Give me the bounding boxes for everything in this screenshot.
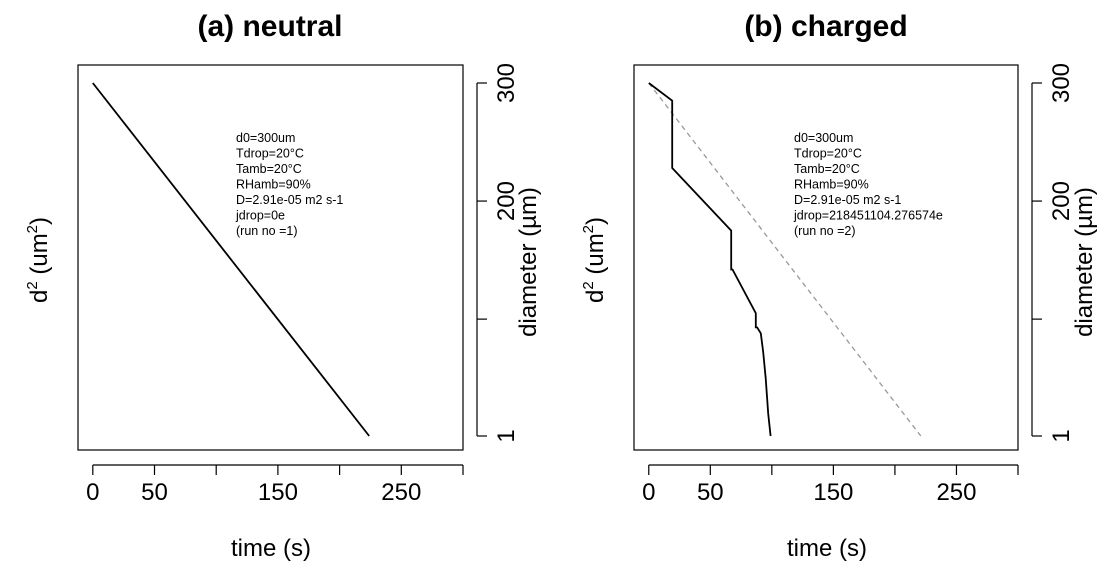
y-tick-label-right: 300 xyxy=(493,63,520,103)
annotation-line: Tamb=20°C xyxy=(236,162,302,176)
annotation-line: RHamb=90% xyxy=(794,178,869,192)
x-tick-label: 250 xyxy=(381,479,421,506)
y-tick-label-right: 200 xyxy=(493,181,520,221)
x-tick-label: 0 xyxy=(86,479,99,506)
annotation-line: jdrop=218451104.276574e xyxy=(793,209,943,223)
annotation-line: Tdrop=20°C xyxy=(236,147,304,161)
y-axis-label-right: diameter (µm) xyxy=(515,187,542,337)
x-tick-label: 150 xyxy=(258,479,298,506)
panel-charged: (b) charged time (s) d2 (um2) diameter (… xyxy=(580,10,1098,562)
annotation-line: Tamb=20°C xyxy=(794,162,860,176)
x-tick-label: 150 xyxy=(813,479,853,506)
plot-frame xyxy=(77,64,464,451)
series-line-0 xyxy=(92,82,370,437)
y-axis-label-left: d2 (um2) xyxy=(24,217,53,303)
chart-title: (a) neutral xyxy=(197,10,342,43)
annotation-line: jdrop=0e xyxy=(235,209,285,223)
x-axis-label: time (s) xyxy=(231,535,311,562)
annotation-line: D=2.91e-05 m2 s-1 xyxy=(794,193,901,207)
y-tick-label-right: 1 xyxy=(493,429,520,442)
chart-title: (b) charged xyxy=(744,10,907,43)
annotation-line: d0=300um xyxy=(794,131,853,145)
x-tick-label: 250 xyxy=(936,479,976,506)
x-tick-label: 50 xyxy=(697,479,724,506)
annotation-line: RHamb=90% xyxy=(236,178,311,192)
series-line-1 xyxy=(648,82,772,437)
x-axis-label: time (s) xyxy=(787,535,867,562)
x-tick-label: 0 xyxy=(642,479,655,506)
x-tick-label: 50 xyxy=(141,479,168,506)
y-tick-label-right: 1 xyxy=(1048,429,1075,442)
y-tick-label-right: 200 xyxy=(1048,181,1075,221)
panel-neutral: (a) neutral time (s) d2 (um2) diameter (… xyxy=(24,10,542,562)
series-line-0 xyxy=(648,82,922,437)
annotation-line: (run no =1) xyxy=(236,224,298,238)
y-axis-label-left: d2 (um2) xyxy=(580,217,609,303)
plot-frame xyxy=(633,64,1019,451)
annotation-line: Tdrop=20°C xyxy=(794,147,862,161)
annotation-line: D=2.91e-05 m2 s-1 xyxy=(236,193,343,207)
y-tick-label-right: 300 xyxy=(1048,63,1075,103)
y-axis-label-right: diameter (µm) xyxy=(1071,187,1098,337)
annotation-line: d0=300um xyxy=(236,131,295,145)
annotation-line: (run no =2) xyxy=(794,224,856,238)
